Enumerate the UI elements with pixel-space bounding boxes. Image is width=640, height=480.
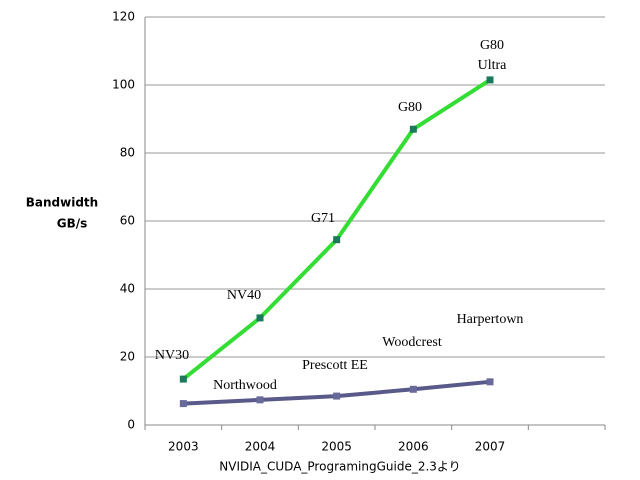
y-tick-label: 80 bbox=[120, 146, 135, 160]
data-point bbox=[333, 392, 341, 400]
x-tick-label: 2007 bbox=[475, 440, 506, 454]
y-tick-label: 100 bbox=[112, 78, 135, 92]
data-point bbox=[409, 385, 417, 393]
series-line bbox=[182, 78, 492, 381]
data-point bbox=[179, 375, 187, 383]
data-point bbox=[486, 76, 494, 84]
annotation: Woodcrest bbox=[382, 335, 442, 350]
data-point bbox=[486, 378, 494, 386]
source-note: NVIDIA_CUDA_ProgramingGuide_2.3より bbox=[219, 460, 460, 474]
annotation: G80 bbox=[398, 100, 422, 115]
annotation: Harpertown bbox=[457, 312, 524, 327]
x-tick-label: 2006 bbox=[398, 440, 429, 454]
data-point bbox=[256, 314, 264, 322]
data-point bbox=[409, 125, 417, 133]
y-tick-label: 60 bbox=[120, 214, 135, 228]
annotation: Northwood bbox=[213, 378, 277, 393]
annotation: NV30 bbox=[155, 348, 189, 363]
annotation: Prescott EE bbox=[302, 358, 368, 373]
y-tick-label: 0 bbox=[127, 418, 135, 432]
y-tick-label: 40 bbox=[120, 282, 135, 296]
y-tick-label: 20 bbox=[120, 350, 135, 364]
x-tick-label: 2005 bbox=[321, 440, 352, 454]
y-axis-label: GB/s bbox=[57, 217, 88, 231]
annotation: G80 bbox=[480, 38, 504, 53]
annotation: Ultra bbox=[478, 58, 508, 73]
data-point bbox=[333, 236, 341, 244]
y-axis-label: Bandwidth bbox=[26, 196, 98, 210]
data-point bbox=[256, 396, 264, 404]
x-tick-label: 2004 bbox=[245, 440, 276, 454]
data-point bbox=[179, 400, 187, 408]
annotation: NV40 bbox=[227, 288, 261, 303]
annotation: G71 bbox=[311, 211, 335, 226]
y-tick-label: 120 bbox=[112, 10, 135, 24]
x-tick-label: 2003 bbox=[168, 440, 199, 454]
